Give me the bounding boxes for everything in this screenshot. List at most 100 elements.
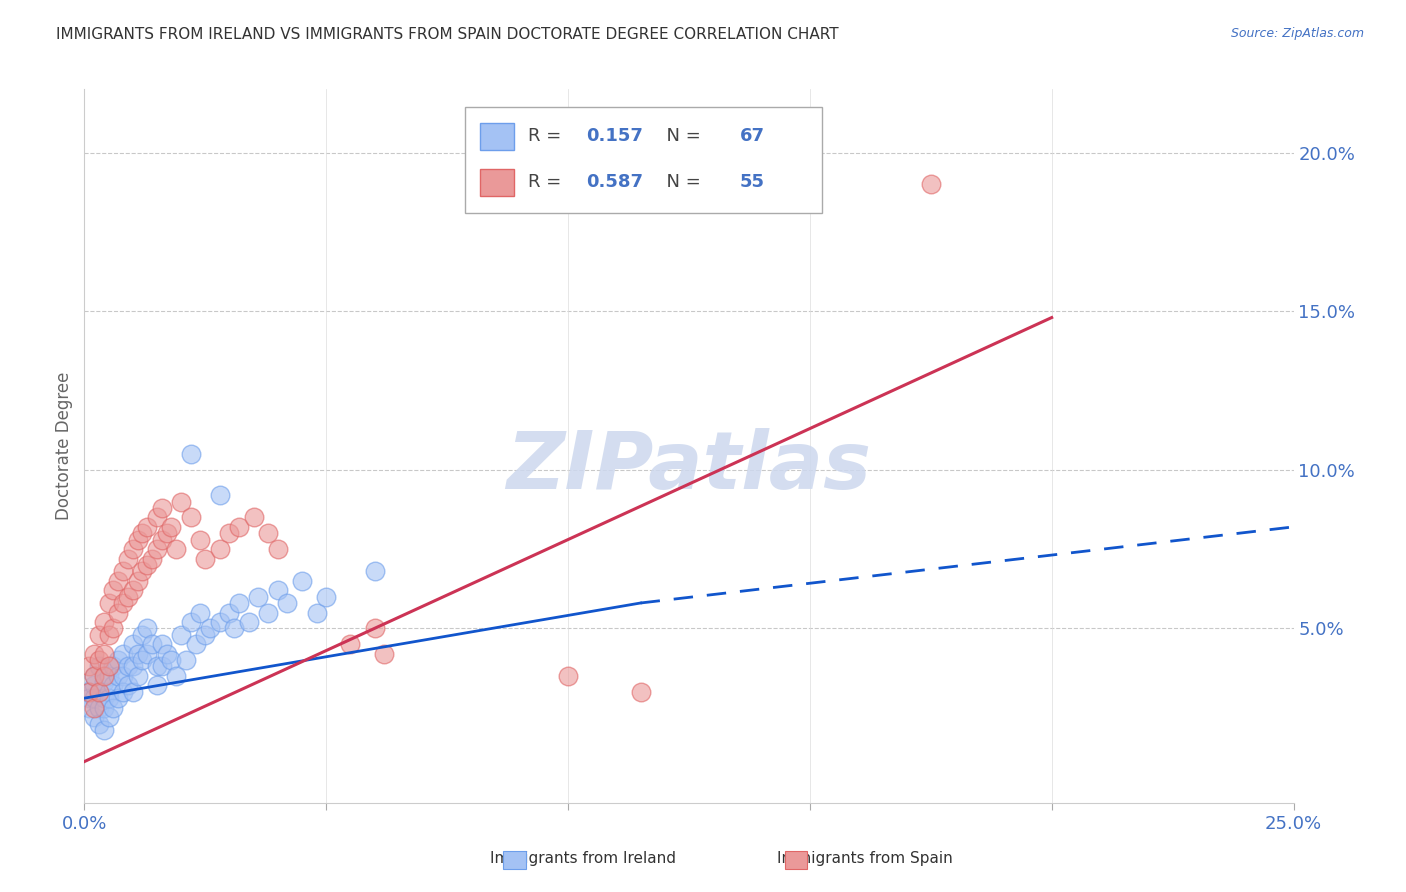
Point xyxy=(127,533,149,547)
Point xyxy=(291,574,314,588)
Point xyxy=(107,653,129,667)
Point xyxy=(170,628,193,642)
Point xyxy=(83,669,105,683)
Point xyxy=(103,678,125,692)
Point xyxy=(136,621,159,635)
Point xyxy=(83,710,105,724)
Point xyxy=(87,628,110,642)
Point xyxy=(150,637,173,651)
Point xyxy=(107,606,129,620)
Point xyxy=(93,647,115,661)
Point xyxy=(170,494,193,508)
Point xyxy=(184,637,207,651)
Point xyxy=(131,628,153,642)
Point xyxy=(112,564,135,578)
Text: Immigrants from Spain: Immigrants from Spain xyxy=(776,851,953,865)
Point xyxy=(77,659,100,673)
Point xyxy=(83,700,105,714)
Point xyxy=(93,669,115,683)
Text: 55: 55 xyxy=(740,173,765,191)
Point xyxy=(228,520,250,534)
Point xyxy=(121,637,143,651)
Point xyxy=(305,606,328,620)
Point xyxy=(93,675,115,690)
Point xyxy=(131,653,153,667)
Point xyxy=(155,647,177,661)
Point xyxy=(112,685,135,699)
Point xyxy=(97,669,120,683)
Point xyxy=(190,533,212,547)
Point xyxy=(87,685,110,699)
Text: ZIPatlas: ZIPatlas xyxy=(506,428,872,507)
Point xyxy=(117,590,139,604)
Point xyxy=(155,526,177,541)
Point xyxy=(174,653,197,667)
Point xyxy=(83,647,105,661)
Point xyxy=(160,653,183,667)
Point xyxy=(150,533,173,547)
Point xyxy=(103,700,125,714)
Point xyxy=(180,447,202,461)
Point xyxy=(224,621,246,635)
Point xyxy=(373,647,395,661)
Point xyxy=(218,606,240,620)
Point xyxy=(87,653,110,667)
Point xyxy=(247,590,270,604)
Point xyxy=(190,606,212,620)
Text: N =: N = xyxy=(655,173,707,191)
Point xyxy=(112,669,135,683)
Point xyxy=(165,669,187,683)
Point xyxy=(93,691,115,706)
Point xyxy=(180,510,202,524)
Point xyxy=(87,659,110,673)
Point xyxy=(218,526,240,541)
Point xyxy=(127,669,149,683)
Point xyxy=(146,659,169,673)
Text: 67: 67 xyxy=(740,128,765,145)
Point xyxy=(87,700,110,714)
Point xyxy=(107,574,129,588)
Point xyxy=(117,659,139,673)
Point xyxy=(267,583,290,598)
Point xyxy=(228,596,250,610)
Point xyxy=(194,628,217,642)
Text: 0.157: 0.157 xyxy=(586,128,643,145)
Point xyxy=(117,678,139,692)
Text: N =: N = xyxy=(655,128,707,145)
Point xyxy=(127,647,149,661)
Text: IMMIGRANTS FROM IRELAND VS IMMIGRANTS FROM SPAIN DOCTORATE DEGREE CORRELATION CH: IMMIGRANTS FROM IRELAND VS IMMIGRANTS FR… xyxy=(56,27,839,42)
Point xyxy=(112,647,135,661)
Point xyxy=(141,637,163,651)
Point xyxy=(97,710,120,724)
Point xyxy=(146,678,169,692)
Point xyxy=(257,526,280,541)
Point xyxy=(194,551,217,566)
Point xyxy=(107,691,129,706)
Point xyxy=(117,551,139,566)
Point xyxy=(160,520,183,534)
Point xyxy=(97,628,120,642)
Point xyxy=(557,669,579,683)
Point xyxy=(238,615,260,629)
Point xyxy=(150,659,173,673)
Point xyxy=(920,178,942,192)
Point xyxy=(121,659,143,673)
Point xyxy=(363,621,385,635)
Point xyxy=(131,526,153,541)
Point xyxy=(165,542,187,557)
Point xyxy=(103,659,125,673)
Point xyxy=(146,542,169,557)
Point xyxy=(93,615,115,629)
Point xyxy=(121,542,143,557)
Point xyxy=(103,583,125,598)
Point xyxy=(112,596,135,610)
Point xyxy=(87,685,110,699)
Bar xyxy=(479,169,513,196)
Point xyxy=(339,637,361,651)
Point xyxy=(83,691,105,706)
Point xyxy=(208,542,231,557)
Point xyxy=(150,500,173,515)
Point xyxy=(107,669,129,683)
Text: R =: R = xyxy=(529,128,567,145)
Point xyxy=(77,700,100,714)
